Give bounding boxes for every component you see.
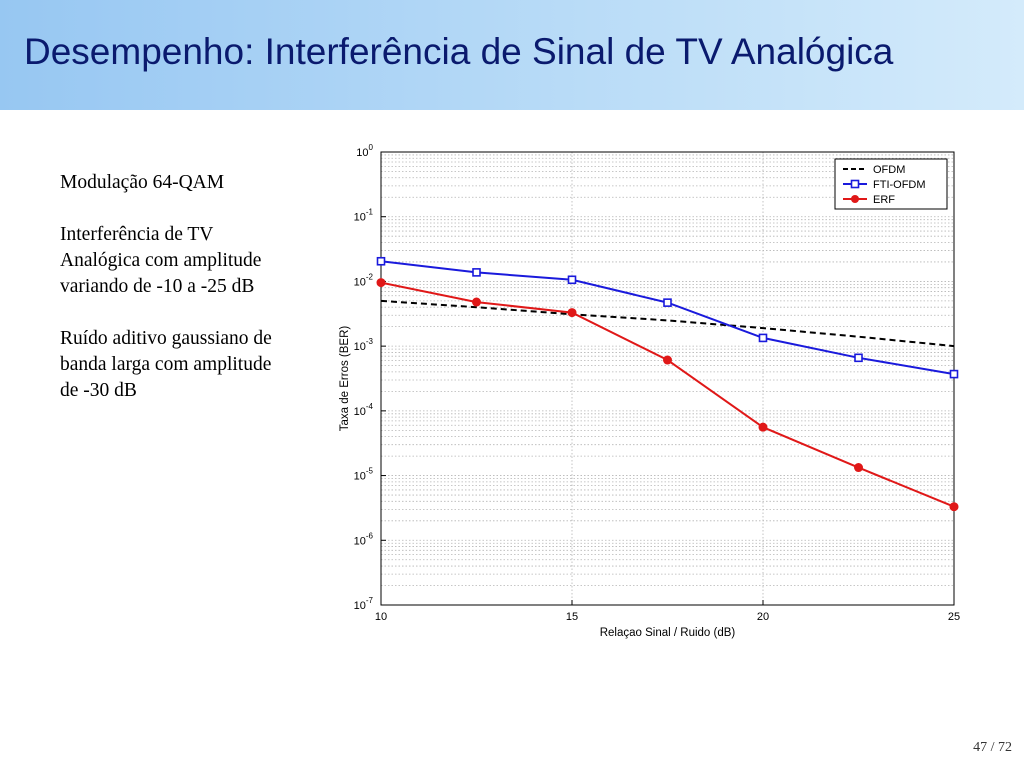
x-axis-label: Relaçao Sinal / Ruido (dB)	[600, 627, 736, 639]
data-point-erf	[854, 463, 863, 473]
x-tick-label: 25	[948, 611, 960, 623]
x-tick-label: 10	[375, 611, 387, 623]
bullet-item: Ruído aditivo gaussiano de banda larga c…	[60, 328, 272, 401]
bullet-item: Modulação 64-QAM	[60, 172, 225, 193]
data-point-fti-ofdm	[472, 268, 481, 277]
data-point-erf	[567, 308, 577, 318]
legend-marker-erf	[851, 195, 859, 203]
legend-label-ofdm: OFDM	[873, 164, 905, 176]
y-axis-label: Taxa de Erros (BER)	[339, 326, 351, 432]
x-tick-label: 20	[757, 611, 769, 623]
legend-label-fti-ofdm: FTI-OFDM	[873, 179, 926, 191]
data-point-fti-ofdm	[376, 256, 386, 266]
bullet-item: Interferência de TV Analógica com amplit…	[60, 224, 262, 297]
data-point-erf	[663, 355, 672, 365]
slide-title: Desempenho: Interferência de Sinal de TV…	[24, 31, 894, 72]
y-tick-label: 10-3	[354, 337, 374, 353]
data-point-fti-ofdm	[949, 369, 959, 379]
data-point-erf	[949, 502, 959, 512]
data-point-erf	[472, 297, 481, 307]
y-tick-label: 10-1	[354, 208, 374, 224]
y-tick-label: 10-7	[354, 596, 374, 612]
ber-chart: 10 15 20 25 100 10-1 10-2 10-3 10-4 10-5 10-6 10-7 R…	[320, 135, 970, 645]
y-tick-label: 10-4	[354, 402, 374, 418]
axes-frame	[380, 151, 955, 606]
data-point-fti-ofdm	[854, 353, 863, 363]
series-line-ofdm	[380, 299, 955, 348]
legend-label-erf: ERF	[873, 194, 895, 206]
x-tick-label: 15	[566, 611, 578, 623]
y-tick-label: 10-5	[354, 467, 374, 483]
legend-marker-fti-ofdm	[850, 179, 860, 189]
slide-header: Desempenho: Interferência de Sinal de TV…	[0, 0, 1024, 110]
data-point-fti-ofdm	[663, 298, 672, 307]
data-point-erf	[758, 422, 768, 432]
page-number: 47 / 72	[973, 740, 1012, 755]
plot-area	[381, 152, 954, 605]
bullet-list: Modulação 64-QAM Interferência de TV Ana…	[60, 170, 290, 430]
data-point-erf	[376, 278, 386, 288]
y-tick-label: 10-2	[354, 272, 374, 288]
y-tick-label: 10-6	[354, 531, 374, 547]
data-point-fti-ofdm	[567, 275, 577, 285]
chart-svg: 10 15 20 25 100 10-1 10-2 10-3 10-4 10-5 10-6 10-7 R…	[339, 143, 960, 639]
data-point-fti-ofdm	[758, 333, 768, 343]
y-tick-label: 100	[356, 143, 373, 159]
